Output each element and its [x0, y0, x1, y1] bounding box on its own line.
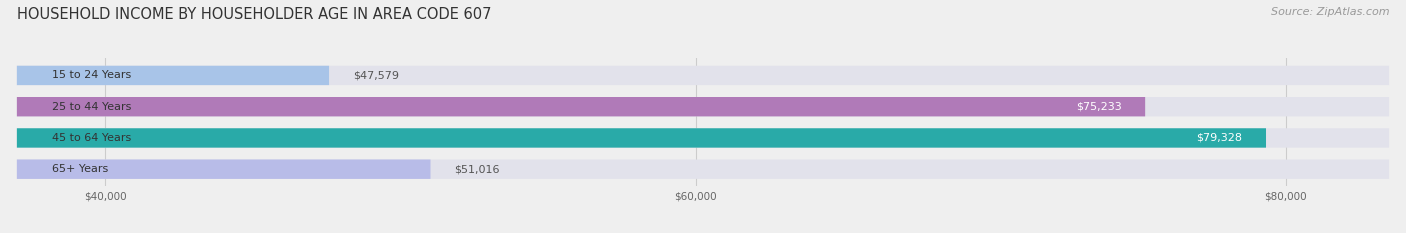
Text: $79,328: $79,328 [1197, 133, 1243, 143]
Text: HOUSEHOLD INCOME BY HOUSEHOLDER AGE IN AREA CODE 607: HOUSEHOLD INCOME BY HOUSEHOLDER AGE IN A… [17, 7, 491, 22]
Text: 25 to 44 Years: 25 to 44 Years [52, 102, 132, 112]
Text: $75,233: $75,233 [1076, 102, 1122, 112]
FancyBboxPatch shape [17, 66, 1389, 85]
Text: $51,016: $51,016 [454, 164, 499, 174]
FancyBboxPatch shape [17, 160, 430, 179]
FancyBboxPatch shape [17, 97, 1389, 116]
FancyBboxPatch shape [17, 160, 1389, 179]
Text: Source: ZipAtlas.com: Source: ZipAtlas.com [1271, 7, 1389, 17]
Text: 15 to 24 Years: 15 to 24 Years [52, 70, 132, 80]
FancyBboxPatch shape [17, 66, 329, 85]
Text: $47,579: $47,579 [353, 70, 399, 80]
Text: 65+ Years: 65+ Years [52, 164, 108, 174]
Text: 45 to 64 Years: 45 to 64 Years [52, 133, 132, 143]
FancyBboxPatch shape [17, 128, 1265, 148]
FancyBboxPatch shape [17, 97, 1144, 116]
FancyBboxPatch shape [17, 128, 1389, 148]
